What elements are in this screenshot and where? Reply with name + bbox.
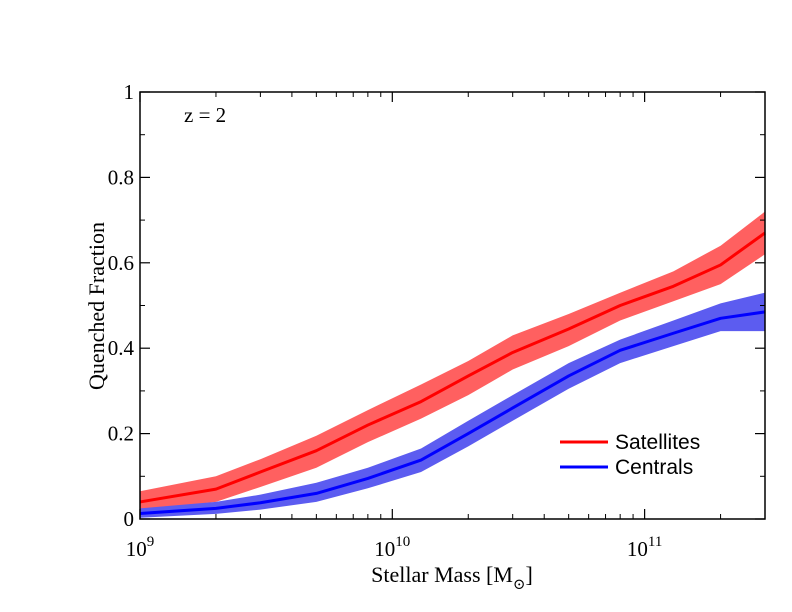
redshift-annotation: z = 2 — [184, 103, 226, 127]
legend-label-satellites: Satellites — [615, 431, 700, 454]
tick-labels: 109 1010 1011 0 0.2 0.4 0.6 0.8 1 — [108, 80, 663, 561]
y-tick-label: 0.4 — [108, 336, 135, 360]
y-tick-label: 0 — [124, 507, 135, 531]
satellites-band — [140, 211, 765, 511]
y-tick-label: 0.8 — [108, 165, 134, 189]
centrals-line — [139, 310, 766, 515]
x-tick-label: 109 — [126, 534, 155, 561]
error-bands — [140, 211, 765, 518]
y-axis-label: Quenched Fraction — [84, 222, 109, 390]
y-tick-label: 1 — [124, 80, 135, 104]
x-tick-label: 1010 — [374, 534, 410, 561]
legend-label-centrals: Centrals — [615, 456, 693, 479]
satellites-line — [139, 231, 766, 504]
series-lines — [139, 231, 766, 515]
centrals-band — [140, 292, 765, 518]
x-tick-label: 1011 — [627, 534, 662, 561]
x-axis-label: Stellar Mass [M⊙] — [371, 562, 533, 593]
y-tick-label: 0.6 — [108, 251, 134, 275]
axis-ticks — [139, 91, 766, 520]
y-tick-label: 0.2 — [108, 422, 134, 446]
